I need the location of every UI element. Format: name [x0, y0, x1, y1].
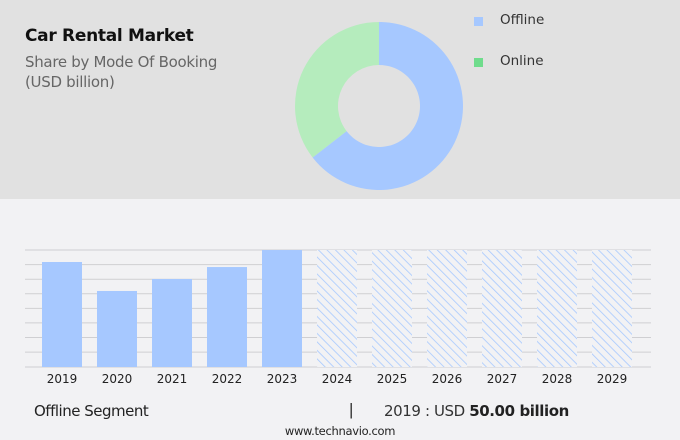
segment-label: Offline Segment — [34, 402, 149, 420]
chart-title: Car Rental Market — [25, 26, 194, 46]
bar-2019 — [42, 262, 82, 367]
donut-chart — [295, 22, 463, 191]
x-axis-label-2023: 2023 — [266, 372, 298, 386]
x-axis-label-2028: 2028 — [541, 372, 573, 386]
x-axis-label-2022: 2022 — [211, 372, 243, 386]
donut-slice-offline — [312, 22, 463, 191]
x-axis-label-2019: 2019 — [46, 372, 78, 386]
source-url: www.technavio.com — [284, 424, 396, 438]
bar-2022 — [207, 267, 247, 367]
segment-year: 2019 : USD — [384, 402, 470, 420]
x-axis-label-2021: 2021 — [156, 372, 188, 386]
legend-label-online: Online — [500, 53, 544, 69]
legend-swatch-online — [474, 58, 483, 67]
x-axis-label-2024: 2024 — [321, 372, 353, 386]
x-axis-label-2029: 2029 — [596, 372, 628, 386]
x-axis-label-2027: 2027 — [486, 372, 518, 386]
subtitle-line-2: (USD billion) — [25, 73, 115, 91]
forecast-bar-2024 — [317, 250, 357, 367]
forecast-bar-2028 — [537, 250, 577, 367]
forecast-bar-2027 — [482, 250, 522, 367]
forecast-bar-2025 — [372, 250, 412, 367]
forecast-bar-2026 — [427, 250, 467, 367]
legend-swatch-offline — [474, 17, 483, 26]
bar-2021 — [152, 279, 192, 367]
legend-label-offline: Offline — [500, 12, 545, 28]
x-axis-label-2020: 2020 — [101, 372, 133, 386]
subtitle-line-1: Share by Mode Of Booking — [25, 53, 218, 71]
segment-amount: 50.00 billion — [469, 402, 569, 420]
segment-value: 2019 : USD 50.00 billion — [384, 402, 569, 420]
x-axis-label-2025: 2025 — [376, 372, 408, 386]
x-axis-label-2026: 2026 — [431, 372, 463, 386]
donut-slice-online — [295, 22, 379, 158]
bar-2023 — [262, 250, 302, 367]
footer-separator: | — [349, 400, 354, 419]
bar-2020 — [97, 290, 137, 367]
chart-subtitle: Share by Mode Of Booking (USD billion) — [25, 52, 217, 92]
bar-chart — [25, 249, 651, 368]
forecast-bar-2029 — [592, 250, 632, 367]
